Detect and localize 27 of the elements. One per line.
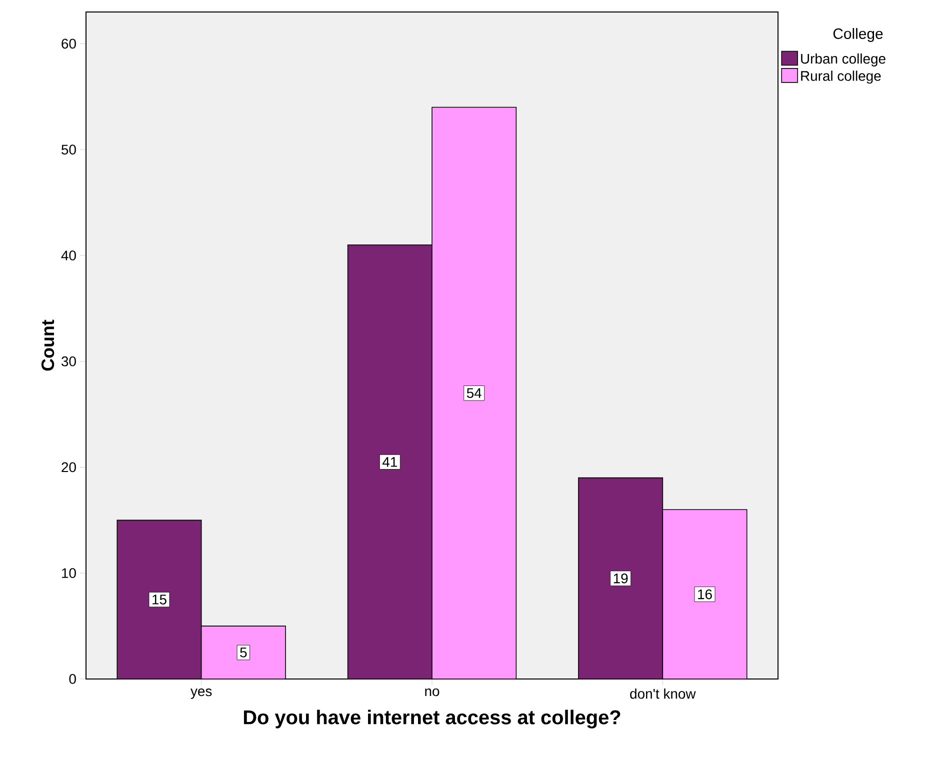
bar [347,244,432,679]
y-tick-label: 20 [62,462,76,472]
x-tick-label: yes [190,688,212,699]
y-tick-label: 30 [62,356,76,366]
legend-title: College [833,28,883,42]
data-label: 5 [240,648,247,658]
bar [662,509,748,679]
data-label: 41 [382,457,397,467]
bar [116,520,202,679]
data-label: 54 [466,388,482,398]
y-tick-label: 50 [62,144,76,155]
y-tick-label: 10 [62,568,76,578]
x-tick-label: don't know [630,688,696,699]
bar [432,106,517,679]
y-tick-label: 60 [62,38,76,49]
legend-label: Rural college [801,70,881,84]
y-tick-label: 40 [61,250,76,260]
data-label: 19 [614,573,628,584]
x-tick-label: no [425,688,440,696]
data-label: 16 [698,589,712,600]
data-label: 15 [152,594,166,604]
bar [200,626,286,679]
legend-label: Urban college [801,53,886,66]
y-axis-title: Count [41,320,54,371]
y-tick-label: 0 [69,674,76,684]
x-axis-title: Do you have internet access at college? [244,710,620,728]
bar [578,477,664,679]
